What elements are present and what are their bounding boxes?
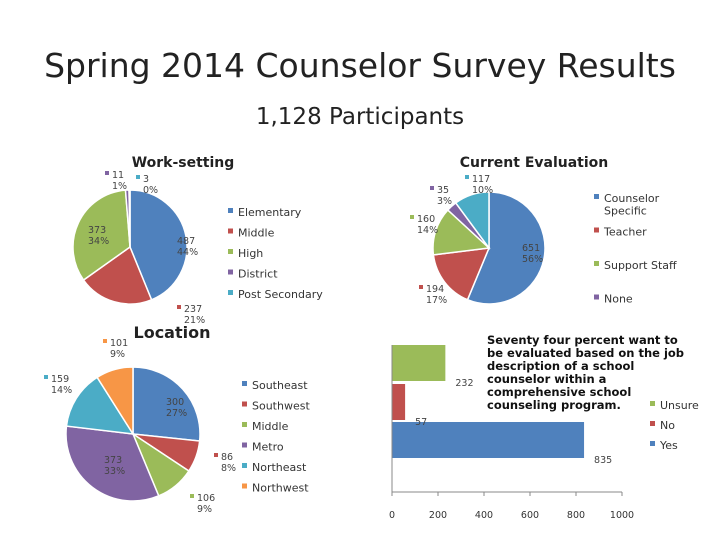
- bar-value-label: 835: [594, 455, 612, 466]
- bar-no: [392, 384, 406, 420]
- bar-x-tick-label: 400: [475, 510, 493, 521]
- location-data-label: 86 8%: [221, 452, 236, 474]
- location-label-marker: [190, 494, 194, 498]
- bar-legend-label: No: [660, 419, 675, 432]
- location-legend-swatch: [242, 401, 247, 407]
- location-legend-swatch: [242, 422, 247, 427]
- work-setting-slice-0: [129, 189, 188, 301]
- location-label-marker: [159, 398, 163, 402]
- location-legend-label: Metro: [252, 441, 284, 454]
- current-evaluation-data-label: 651 56%: [522, 243, 543, 265]
- work-setting-data-label: 373 34%: [88, 225, 109, 247]
- current-evaluation-label-marker: [515, 244, 519, 248]
- work-setting-slice-1: [82, 245, 153, 305]
- bar-legend-swatch: [650, 401, 655, 406]
- location-legend-label: Middle: [252, 420, 289, 433]
- current-evaluation-data-label: 35 3%: [437, 185, 452, 207]
- work-setting-title: Work-setting: [132, 155, 235, 171]
- location-slice-3: [65, 425, 160, 502]
- bar-value-label: 57: [415, 417, 427, 428]
- current-evaluation-data-label: 117 10%: [472, 174, 493, 196]
- evaluation-note: Seventy four percent want to be evaluate…: [487, 333, 685, 412]
- current-evaluation-legend-label: None: [604, 293, 633, 306]
- location-data-label: 373 33%: [104, 455, 125, 477]
- current-evaluation-label-marker: [430, 186, 434, 190]
- location-label-marker: [97, 456, 101, 460]
- location-legend-swatch: [242, 463, 247, 468]
- location-slice-5: [96, 366, 134, 437]
- work-setting-label-marker: [81, 226, 85, 230]
- location-label-marker: [214, 453, 218, 457]
- location-legend-label: Northeast: [252, 461, 307, 474]
- current-evaluation-legend-label: Counselor Specific: [604, 192, 660, 218]
- location-data-label: 300 27%: [166, 397, 187, 419]
- work-setting-legend-label: Middle: [238, 227, 275, 240]
- work-setting-data-label: 3 0%: [143, 174, 158, 196]
- location-data-label: 101 9%: [110, 338, 128, 360]
- bar-yes: [392, 422, 585, 458]
- location-data-label: 159 14%: [51, 374, 72, 396]
- work-setting-label-marker: [177, 305, 181, 309]
- work-setting-label-marker: [105, 171, 109, 175]
- current-evaluation-legend-swatch: [594, 294, 599, 300]
- bar-unsure: [392, 345, 446, 381]
- work-setting-legend-swatch: [228, 249, 233, 254]
- current-evaluation-label-marker: [419, 285, 423, 289]
- bar-legend-label: Unsure: [660, 399, 699, 412]
- current-evaluation-slice-4: [454, 191, 490, 251]
- bar-x-tick-label: 600: [521, 510, 539, 521]
- bar-x-tick-label: 1000: [610, 510, 634, 521]
- page-title: Spring 2014 Counselor Survey Results: [44, 46, 676, 85]
- location-label-marker: [44, 375, 48, 379]
- current-evaluation-data-label: 194 17%: [426, 284, 447, 306]
- location-legend-swatch: [242, 483, 247, 489]
- work-setting-label-marker: [170, 237, 174, 241]
- work-setting-label-marker: [136, 175, 140, 179]
- work-setting-data-label: 11 1%: [112, 170, 127, 192]
- work-setting-legend-label: Elementary: [238, 206, 302, 219]
- work-setting-data-label: 487 44%: [177, 236, 198, 258]
- current-evaluation-slice-0: [466, 191, 546, 305]
- location-label-marker: [103, 339, 107, 343]
- bar-legend-label: Yes: [659, 439, 678, 452]
- work-setting-slice-4: [128, 189, 131, 248]
- current-evaluation-slice-1: [432, 247, 491, 301]
- current-evaluation-legend-swatch: [594, 227, 599, 233]
- location-data-label: 106 9%: [197, 493, 215, 515]
- current-evaluation-label-marker: [410, 215, 414, 219]
- bar-x-tick-label: 0: [389, 510, 395, 521]
- work-setting-legend-label: High: [238, 247, 263, 260]
- location-legend-swatch: [242, 381, 247, 386]
- current-evaluation-legend-label: Teacher: [603, 226, 647, 239]
- current-evaluation-title: Current Evaluation: [460, 155, 609, 171]
- bar-value-label: 232: [455, 378, 473, 389]
- work-setting-legend-swatch: [228, 290, 233, 295]
- location-legend-label: Southwest: [252, 400, 310, 413]
- work-setting-legend-label: Post Secondary: [238, 288, 323, 301]
- location-slice-4: [65, 376, 135, 435]
- location-legend-label: Northwest: [252, 482, 309, 495]
- work-setting-data-label: 237 21%: [184, 304, 205, 326]
- location-legend-swatch: [242, 442, 247, 448]
- work-setting-legend-label: District: [238, 268, 278, 281]
- work-setting-legend-swatch: [228, 228, 233, 234]
- current-evaluation-legend-label: Support Staff: [604, 259, 677, 272]
- current-evaluation-legend-swatch: [594, 194, 599, 199]
- page-subtitle: 1,128 Participants: [255, 104, 465, 130]
- bar-legend-swatch: [650, 441, 655, 446]
- bar-legend-swatch: [650, 421, 655, 426]
- location-slice-0: [132, 366, 201, 442]
- current-evaluation-label-marker: [465, 175, 469, 179]
- bar-x-tick-label: 200: [429, 510, 447, 521]
- work-setting-legend-swatch: [228, 208, 233, 213]
- current-evaluation-data-label: 160 14%: [417, 214, 438, 236]
- work-setting-legend-swatch: [228, 269, 233, 275]
- bar-x-tick-label: 800: [567, 510, 585, 521]
- location-title: Location: [134, 323, 211, 342]
- location-legend-label: Southeast: [252, 379, 308, 392]
- work-setting-slice-2: [72, 189, 131, 282]
- current-evaluation-legend-swatch: [594, 261, 599, 266]
